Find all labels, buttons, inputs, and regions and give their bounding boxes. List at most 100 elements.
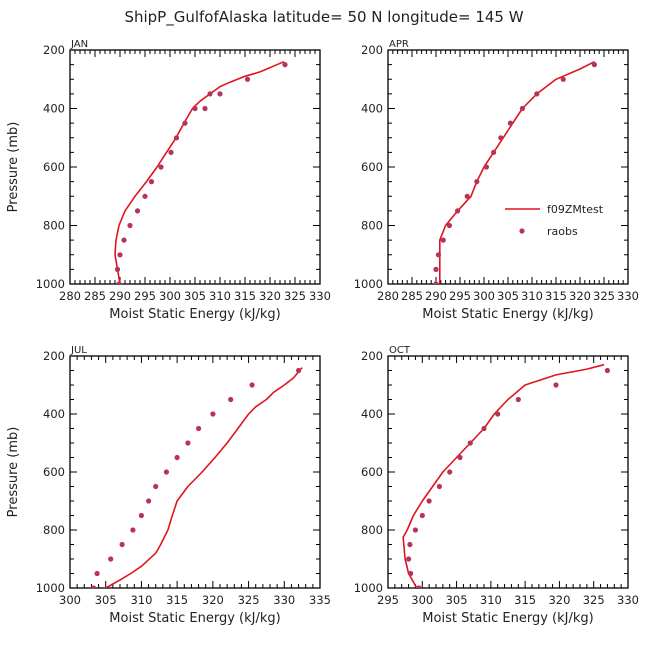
data-point-raobs (591, 62, 598, 68)
x-tick-label: 310 (521, 289, 543, 303)
x-tick-label: 295 (134, 289, 156, 303)
data-point-raobs (116, 281, 122, 284)
x-tick-label: 305 (95, 593, 117, 607)
data-point-raobs (435, 252, 441, 258)
data-point-raobs (282, 62, 288, 68)
data-point-raobs (134, 208, 141, 214)
data-point-raobs (534, 91, 540, 97)
legend: f09ZMtest raobs (500, 198, 614, 242)
data-point-raobs (108, 556, 114, 562)
y-tick-label: 1000 (36, 581, 65, 595)
x-tick-label: 320 (259, 289, 281, 303)
y-tick-label: 400 (361, 102, 383, 116)
data-point-raobs (127, 222, 133, 229)
data-point-raobs (604, 367, 611, 374)
legend-label-raobs: raobs (547, 225, 578, 238)
panel-jan: JAN 280 285 290 295 300 305 310 315 320 325 330 200 4… (6, 39, 331, 322)
series-line-f09zmtest (114, 60, 285, 284)
x-axis-label-oct: Moist Static Energy (kJ/kg) (422, 611, 593, 626)
y-tick-label: 200 (361, 43, 383, 57)
x-tick-label: 335 (309, 593, 331, 607)
y-tick-label: 400 (43, 102, 65, 116)
y-tick-label: 1000 (354, 581, 383, 595)
data-area-apr (433, 60, 598, 284)
data-point-raobs (416, 585, 422, 588)
y-tick-label: 400 (361, 407, 383, 421)
plot-frame-oct (387, 355, 629, 589)
data-point-raobs (196, 425, 202, 432)
data-point-raobs (174, 454, 180, 461)
data-point-raobs (406, 556, 412, 562)
data-point-raobs (94, 570, 100, 577)
data-point-raobs (130, 527, 136, 533)
x-tick-label: 280 (59, 289, 81, 303)
data-area-oct (402, 363, 611, 588)
data-point-raobs (483, 164, 489, 170)
data-point-raobs (158, 164, 164, 170)
x-axis-label-jul: Moist Static Energy (kJ/kg) (109, 611, 280, 626)
data-point-raobs (207, 91, 213, 97)
panel-label-jan: JAN (70, 39, 88, 50)
x-tick-label: 325 (593, 289, 615, 303)
data-point-raobs (114, 266, 121, 272)
data-point-raobs (148, 179, 155, 185)
data-point-raobs (491, 149, 497, 155)
y-tick-label: 600 (361, 160, 383, 174)
plot-frame-apr (387, 49, 629, 285)
y-tick-label: 600 (43, 160, 65, 174)
data-point-raobs (296, 367, 302, 374)
data-point-raobs (138, 512, 144, 519)
x-tick-label: 310 (480, 593, 502, 607)
data-area-jan (114, 60, 288, 284)
x-tick-label: 320 (548, 593, 570, 607)
data-point-raobs (560, 76, 566, 82)
panel-label-apr: APR (389, 39, 409, 50)
x-axis-label-jan: Moist Static Energy (kJ/kg) (109, 307, 280, 322)
data-point-raobs (119, 541, 125, 548)
data-point-raobs (249, 382, 255, 388)
data-point-raobs (202, 105, 208, 112)
data-point-raobs (407, 541, 413, 548)
y-tick-label: 800 (43, 219, 65, 233)
data-point-raobs (498, 135, 504, 141)
y-tick-label: 600 (361, 465, 383, 479)
y-tick-label: 800 (43, 523, 65, 537)
x-tick-label: 285 (401, 289, 423, 303)
panel-label-oct: OCT (389, 345, 411, 356)
y-tick-label: 800 (361, 523, 383, 537)
x-tick-label: 300 (59, 593, 81, 607)
x-tick-label: 305 (446, 593, 468, 607)
x-tick-label: 295 (449, 289, 471, 303)
data-point-raobs (146, 498, 152, 504)
x-tick-label: 290 (109, 289, 131, 303)
x-tick-label: 295 (377, 593, 399, 607)
plot-frame-jan (69, 49, 321, 285)
y-tick-label: 200 (361, 349, 383, 363)
panel-label-jul: JUL (70, 345, 87, 356)
data-point-raobs (436, 483, 442, 490)
figure-title: ShipP_GulfofAlaska latitude= 50 N longit… (124, 8, 523, 27)
data-point-raobs (185, 440, 191, 446)
x-tick-label: 285 (84, 289, 106, 303)
data-point-raobs (91, 585, 97, 588)
panel-oct: OCT 295 300 305 310 315 320 325 330 200 400 600 800 1… (354, 345, 639, 626)
x-tick-label: 330 (309, 289, 331, 303)
data-point-raobs (446, 222, 452, 229)
data-point-raobs (117, 252, 123, 258)
x-tick-label: 310 (209, 289, 231, 303)
y-tick-label: 200 (43, 43, 65, 57)
series-line-f09zmtest (438, 60, 595, 284)
y-tick-label: 600 (43, 465, 65, 479)
data-point-raobs (244, 76, 251, 82)
data-point-raobs (210, 411, 216, 417)
data-point-raobs (142, 193, 148, 199)
y-axis-label-jan: Pressure (mb) (6, 122, 21, 213)
data-point-raobs (467, 440, 473, 446)
data-point-raobs (217, 91, 223, 97)
y-tick-label: 1000 (354, 277, 383, 291)
x-tick-label: 280 (377, 289, 399, 303)
data-point-raobs (163, 469, 169, 475)
y-axis-label-jul: Pressure (mb) (6, 427, 21, 518)
